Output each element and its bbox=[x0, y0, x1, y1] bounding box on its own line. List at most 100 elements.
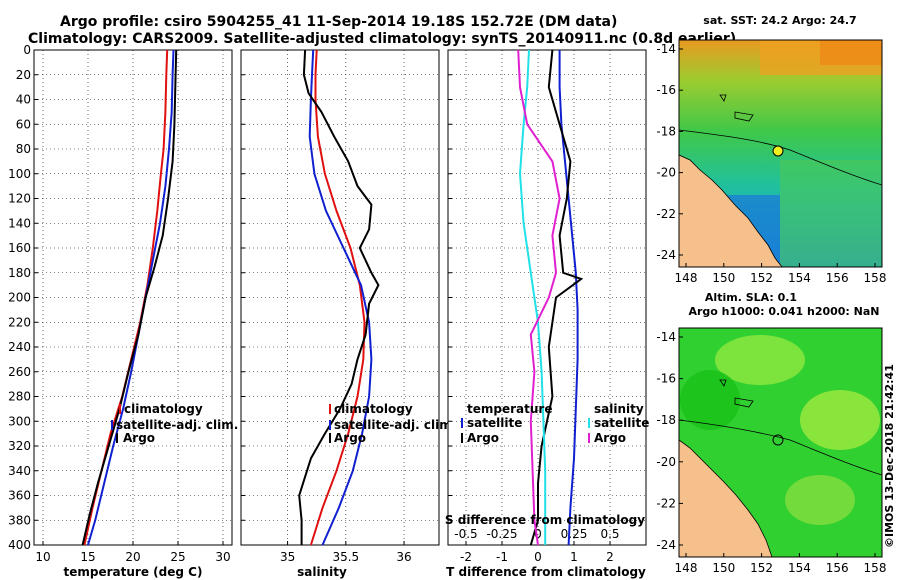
sst-map: sat. SST: 24.2 Argo: 24.7 148 150 152 154 15… bbox=[656, 14, 886, 285]
depth-tick-label: 220 bbox=[8, 315, 31, 329]
series-argo bbox=[81, 49, 178, 546]
depth-tick-label: 360 bbox=[8, 489, 31, 503]
difference-legend: temperature satellite Argo salinity sate… bbox=[461, 402, 649, 445]
x-tick-label: 35.5 bbox=[332, 550, 359, 564]
series-satellite-adj-clim- bbox=[308, 49, 373, 546]
map-x-tick-label: 148 bbox=[675, 271, 698, 285]
x-tick-label: 2 bbox=[606, 550, 614, 564]
depth-tick-label: 140 bbox=[8, 216, 31, 230]
salinity-series bbox=[298, 49, 380, 546]
sla-map: Altim. SLA: 0.1 Argo h1000: 0.041 h2000:… bbox=[656, 291, 886, 575]
depth-tick-label: 240 bbox=[8, 340, 31, 354]
s-diff-tick-label: -0.5 bbox=[454, 527, 477, 541]
depth-tick-label: 380 bbox=[8, 513, 31, 527]
sla-map-frame bbox=[678, 327, 883, 558]
map-x-tick-label: 152 bbox=[750, 271, 773, 285]
x-tick-label: 10 bbox=[35, 550, 50, 564]
credit-text: ©IMOS 13-Dec-2018 21:42:41 bbox=[883, 364, 896, 548]
map-y-tick-label: -14 bbox=[656, 330, 676, 344]
difference-series bbox=[517, 49, 584, 546]
temperature-xlabel: temperature (deg C) bbox=[64, 565, 203, 579]
s-difference-axis: -0.5 -0.25 0 0.25 0.5 bbox=[454, 527, 619, 541]
x-tick-label: 1 bbox=[570, 550, 578, 564]
salinity-axis: 35 35.5 36 bbox=[241, 49, 439, 564]
legend-argo-s: Argo bbox=[334, 431, 366, 445]
sst-coastline bbox=[679, 154, 783, 267]
depth-tick-label: 60 bbox=[16, 117, 31, 131]
temperature-axis: 10 15 20 25 30 bbox=[34, 49, 232, 564]
map-y-tick-label: -20 bbox=[656, 166, 676, 180]
map-y-tick-label: -24 bbox=[656, 538, 676, 552]
depth-tick-label: 100 bbox=[8, 167, 31, 181]
legend-s-argo: Argo bbox=[594, 431, 626, 445]
map-y-tick-label: -20 bbox=[656, 455, 676, 469]
temperature-legend: climatology satellite-adj. clim. Argo bbox=[111, 402, 238, 445]
salinity-xlabel: salinity bbox=[297, 565, 347, 579]
legend-title-temperature: temperature bbox=[467, 402, 552, 416]
map-y-tick-label: -22 bbox=[656, 207, 676, 221]
s-diff-tick-label: 0.5 bbox=[600, 527, 619, 541]
temperature-series bbox=[81, 49, 178, 546]
x-tick-label: 35 bbox=[280, 550, 295, 564]
depth-tick-label: 300 bbox=[8, 414, 31, 428]
legend-title-salinity: salinity bbox=[594, 402, 644, 416]
sst-isobath bbox=[679, 129, 882, 186]
depth-tick-label: 340 bbox=[8, 464, 31, 478]
sla-argo-marker bbox=[772, 434, 784, 446]
legend-climatology-s: climatology bbox=[334, 402, 413, 416]
sla-coastline bbox=[679, 439, 773, 557]
x-tick-label: 20 bbox=[125, 550, 140, 564]
map-x-tick-label: 156 bbox=[826, 561, 849, 575]
x-tick-label: 0 bbox=[534, 550, 542, 564]
map-x-tick-label: 152 bbox=[750, 561, 773, 575]
depth-tick-label: 180 bbox=[8, 266, 31, 280]
map-x-tick-label: 156 bbox=[826, 271, 849, 285]
sst-argo-marker bbox=[772, 145, 784, 157]
map-y-tick-label: -24 bbox=[656, 248, 676, 262]
temperature-panel: 0 20 40 60 80 100 120 140 160 180 200 220 240 260 280 3… bbox=[8, 43, 238, 579]
s-diff-tick-label: 0 bbox=[534, 527, 542, 541]
figure-title-line2: Climatology: CARS2009. Satellite-adjuste… bbox=[28, 31, 736, 47]
depth-tick-label: 400 bbox=[8, 538, 31, 552]
series-climatology bbox=[309, 49, 366, 546]
legend-t-argo: Argo bbox=[467, 431, 499, 445]
x-tick-label: -2 bbox=[460, 550, 472, 564]
map-x-tick-label: 154 bbox=[788, 561, 811, 575]
map-x-tick-label: 148 bbox=[675, 561, 698, 575]
figure-title-line1: Argo profile: csiro 5904255_41 11-Sep-20… bbox=[60, 14, 617, 30]
salinity-legend: climatology satellite-adj. clim. Argo bbox=[329, 402, 456, 445]
legend-s-satellite: satellite bbox=[594, 416, 649, 430]
map-y-tick-label: -16 bbox=[656, 372, 676, 386]
map-y-tick-label: -22 bbox=[656, 496, 676, 510]
depth-tick-label: 200 bbox=[8, 291, 31, 305]
difference-panel: -2 -1 0 1 2 -0.5 -0.25 0 0.25 0.5 S difference f… bbox=[445, 49, 649, 579]
x-tick-label: -1 bbox=[496, 550, 508, 564]
legend-satellite-adj: satellite-adj. clim. bbox=[116, 418, 238, 432]
series-argo bbox=[298, 49, 380, 545]
sla-low-1 bbox=[680, 370, 740, 430]
map-x-tick-label: 158 bbox=[864, 271, 887, 285]
map-y-tick-label: -16 bbox=[656, 83, 676, 97]
map-x-tick-label: 154 bbox=[788, 271, 811, 285]
map-y-tick-label: -18 bbox=[656, 124, 676, 138]
sst-map-title: sat. SST: 24.2 Argo: 24.7 bbox=[703, 14, 856, 27]
legend-satellite-adj-s: satellite-adj. clim. bbox=[334, 418, 456, 432]
depth-tick-label: 120 bbox=[8, 192, 31, 206]
sla-high-2 bbox=[800, 390, 880, 450]
depth-tick-label: 40 bbox=[16, 93, 31, 107]
depth-tick-label: 160 bbox=[8, 241, 31, 255]
sla-isobath bbox=[679, 419, 882, 476]
s-diff-tick-label: -0.25 bbox=[486, 527, 517, 541]
depth-axis: 0 20 40 60 80 100 120 140 160 180 200 220 240 260 280 3… bbox=[8, 43, 31, 552]
map-y-tick-label: -18 bbox=[656, 413, 676, 427]
s-difference-xlabel: S difference from climatology bbox=[445, 513, 645, 527]
x-tick-label: 15 bbox=[80, 550, 95, 564]
depth-tick-label: 260 bbox=[8, 365, 31, 379]
s-diff-tick-label: 0.25 bbox=[561, 527, 588, 541]
t-difference-xlabel: T difference from climatology bbox=[446, 565, 646, 579]
series-t-argo bbox=[529, 49, 584, 546]
sla-high-3 bbox=[785, 475, 855, 525]
sla-reefs bbox=[719, 379, 754, 408]
legend-t-satellite: satellite bbox=[467, 416, 522, 430]
